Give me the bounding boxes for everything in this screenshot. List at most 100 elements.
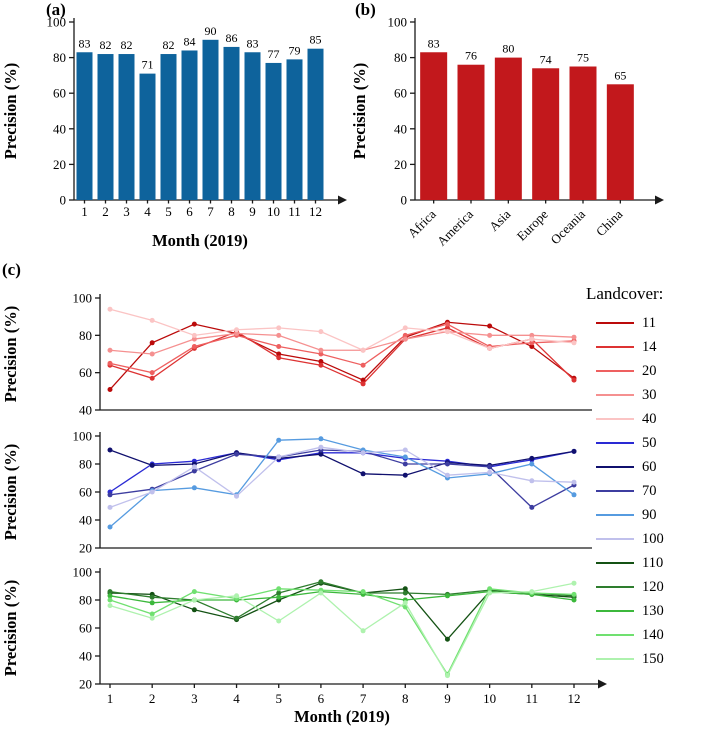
panel-c-label: (c) — [2, 260, 21, 279]
svg-text:79: 79 — [289, 43, 301, 57]
svg-text:Europe: Europe — [514, 206, 551, 243]
panel-b-region-precision: (b) 0 20 40 60 80 100 Precision (%) 83 Africa 76 A… — [351, 0, 702, 258]
legend-entry-label: 110 — [642, 554, 664, 571]
svg-text:80: 80 — [79, 457, 92, 472]
landcover-legend: Landcover: 11 14 20 30 40 50 60 70 90 100 110 120 13… — [584, 284, 700, 671]
svg-text:100: 100 — [388, 15, 408, 30]
svg-text:4: 4 — [233, 691, 240, 706]
svg-text:65: 65 — [614, 68, 626, 82]
legend-line-swatch — [596, 657, 634, 661]
svg-text:82: 82 — [121, 38, 133, 52]
svg-text:11: 11 — [526, 691, 539, 706]
svg-text:3: 3 — [191, 691, 198, 706]
svg-text:40: 40 — [79, 513, 92, 528]
svg-text:4: 4 — [144, 204, 151, 219]
svg-text:86: 86 — [226, 31, 238, 45]
svg-text:Month (2019): Month (2019) — [294, 707, 390, 726]
svg-text:83: 83 — [428, 36, 440, 50]
svg-text:80: 80 — [394, 50, 407, 65]
svg-text:100: 100 — [73, 565, 93, 580]
svg-text:40: 40 — [394, 121, 407, 136]
svg-text:5: 5 — [275, 691, 282, 706]
legend-line-swatch — [596, 417, 634, 421]
svg-text:60: 60 — [79, 365, 92, 380]
svg-text:80: 80 — [79, 593, 92, 608]
legend-entry: 40 — [584, 407, 700, 431]
svg-text:0: 0 — [401, 193, 408, 208]
svg-text:10: 10 — [267, 204, 280, 219]
legend-line-swatch — [596, 489, 634, 493]
legend-line-swatch — [596, 609, 634, 613]
legend-title: Landcover: — [586, 284, 664, 303]
svg-text:82: 82 — [100, 38, 112, 52]
legend-line-swatch — [596, 561, 634, 565]
svg-text:7: 7 — [360, 691, 367, 706]
legend-line-swatch — [596, 633, 634, 637]
svg-text:2: 2 — [102, 204, 109, 219]
svg-text:40: 40 — [53, 121, 66, 136]
legend-entry: 50 — [584, 431, 700, 455]
legend-entry-label: 60 — [642, 458, 657, 475]
svg-text:80: 80 — [79, 328, 92, 343]
svg-text:90: 90 — [205, 24, 217, 38]
panel-a-label: (a) — [46, 0, 66, 19]
legend-entry: 110 — [584, 551, 700, 575]
svg-text:60: 60 — [53, 86, 66, 101]
legend-entry-label: 140 — [642, 626, 664, 643]
svg-text:20: 20 — [394, 157, 407, 172]
svg-text:3: 3 — [123, 204, 130, 219]
legend-line-swatch — [596, 345, 634, 349]
legend-entry-label: 90 — [642, 506, 657, 523]
landcover-precision-line-charts: 40 60 80 100 Precision (%) 20 40 60 80 100 Precisi… — [1, 291, 607, 726]
legend-line-swatch — [596, 321, 634, 325]
legend-line-swatch — [596, 585, 634, 589]
legend-line-swatch — [596, 441, 634, 445]
svg-text:6: 6 — [318, 691, 325, 706]
legend-entry: 70 — [584, 479, 700, 503]
svg-text:83: 83 — [247, 36, 259, 50]
svg-text:60: 60 — [79, 621, 92, 636]
svg-text:Asia: Asia — [486, 206, 514, 234]
svg-text:China: China — [593, 206, 626, 239]
svg-text:84: 84 — [184, 34, 196, 48]
panel-c-landcover-precision: (c) 40 60 80 100 Precision (%) 20 40 60 80 100 Pre… — [0, 258, 702, 738]
svg-text:7: 7 — [207, 204, 214, 219]
svg-text:2: 2 — [149, 691, 156, 706]
svg-text:74: 74 — [540, 52, 552, 66]
svg-text:20: 20 — [79, 541, 92, 556]
svg-text:Precision (%): Precision (%) — [1, 306, 20, 402]
legend-entry-label: 20 — [642, 362, 657, 379]
legend-line-swatch — [596, 369, 634, 373]
legend-entry: 11 — [584, 311, 700, 335]
legend-entry-label: 11 — [642, 314, 656, 331]
svg-text:8: 8 — [228, 204, 235, 219]
svg-text:40: 40 — [79, 403, 92, 418]
legend-entry: 120 — [584, 575, 700, 599]
svg-text:85: 85 — [310, 33, 322, 47]
legend-entry: 100 — [584, 527, 700, 551]
svg-text:5: 5 — [165, 204, 172, 219]
svg-text:100: 100 — [73, 429, 93, 444]
svg-text:9: 9 — [444, 691, 451, 706]
svg-text:60: 60 — [394, 86, 407, 101]
svg-text:80: 80 — [53, 50, 66, 65]
legend-entry: 150 — [584, 647, 700, 671]
svg-text:0: 0 — [60, 193, 67, 208]
svg-text:80: 80 — [502, 42, 514, 56]
svg-text:10: 10 — [483, 691, 496, 706]
svg-text:8: 8 — [402, 691, 409, 706]
svg-text:Precision (%): Precision (%) — [351, 63, 369, 159]
svg-text:77: 77 — [268, 47, 280, 61]
svg-text:Month (2019): Month (2019) — [152, 231, 248, 250]
legend-entry: 130 — [584, 599, 700, 623]
svg-text:40: 40 — [79, 649, 92, 664]
region-precision-bar-chart: 0 20 40 60 80 100 Precision (%) 83 Africa 76 Ameri… — [351, 15, 664, 249]
svg-text:Precision (%): Precision (%) — [1, 444, 20, 540]
legend-line-swatch — [596, 465, 634, 469]
svg-text:6: 6 — [186, 204, 193, 219]
svg-text:1: 1 — [107, 691, 114, 706]
legend-entry-label: 40 — [642, 410, 657, 427]
legend-entry: 90 — [584, 503, 700, 527]
